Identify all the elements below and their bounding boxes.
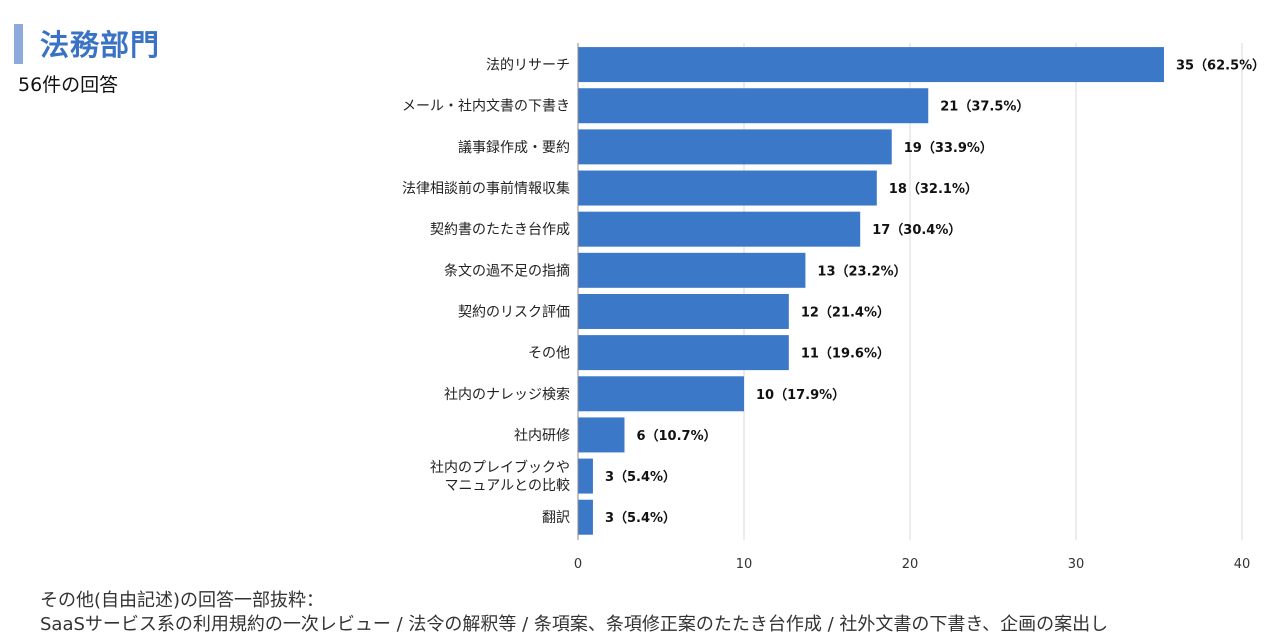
data-label: 19（33.9%） — [904, 140, 993, 156]
bar — [578, 335, 789, 371]
category-label: メール・社内文書の下書き — [402, 99, 570, 115]
data-label: 12（21.4%） — [801, 304, 890, 320]
data-label: 3（5.4%） — [605, 469, 676, 485]
data-label: 18（32.1%） — [889, 181, 978, 197]
category-label: 契約のリスク評価 — [458, 304, 570, 320]
category-label: 社内のプレイブックやマニュアルとの比較 — [430, 459, 570, 494]
other-responses-heading: その他(自由記述)の回答一部抜粋： — [40, 590, 325, 611]
x-tick-label: 20 — [902, 557, 919, 572]
title-accent-bar — [14, 24, 23, 64]
data-label: 21（37.5%） — [940, 99, 1029, 115]
bar — [578, 293, 789, 329]
data-label: 13（23.2%） — [817, 263, 906, 279]
bar — [578, 376, 744, 412]
data-label: 3（5.4%） — [605, 510, 676, 526]
category-label: 社内研修 — [514, 428, 570, 444]
page-title: 法務部門 — [40, 28, 161, 62]
data-label: 35（62.5%） — [1176, 58, 1265, 74]
bar — [578, 252, 806, 288]
category-label: 社内のナレッジ検索 — [444, 386, 570, 403]
data-label: 6（10.7%） — [636, 428, 716, 444]
x-tick-label: 10 — [736, 557, 753, 572]
bar — [578, 458, 593, 494]
bar — [578, 129, 892, 165]
bar — [578, 211, 861, 247]
data-label: 17（30.4%） — [872, 222, 961, 238]
category-label: 契約書のたたき台作成 — [430, 222, 570, 238]
x-tick-label: 0 — [574, 557, 582, 572]
response-count: 56件の回答 — [18, 74, 119, 96]
bar — [578, 47, 1164, 83]
other-responses-body: SaaSサービス系の利用規約の一次レビュー / 法令の解釈等 / 条項案、条項修… — [40, 614, 1109, 635]
category-label: 翻訳 — [542, 510, 570, 526]
category-label: 議事録作成・要約 — [458, 139, 570, 156]
data-label: 10（17.9%） — [756, 387, 845, 403]
bar — [578, 499, 593, 535]
category-label: 法的リサーチ — [486, 58, 570, 74]
x-tick-label: 30 — [1068, 557, 1085, 572]
category-label: 条文の過不足の指摘 — [444, 262, 570, 279]
bar — [578, 88, 929, 124]
bar — [578, 417, 625, 453]
category-label: その他 — [528, 346, 570, 362]
data-label: 11（19.6%） — [801, 346, 890, 362]
bar — [578, 170, 877, 206]
category-label: 法律相談前の事前情報収集 — [402, 180, 570, 197]
x-tick-label: 40 — [1234, 557, 1251, 572]
